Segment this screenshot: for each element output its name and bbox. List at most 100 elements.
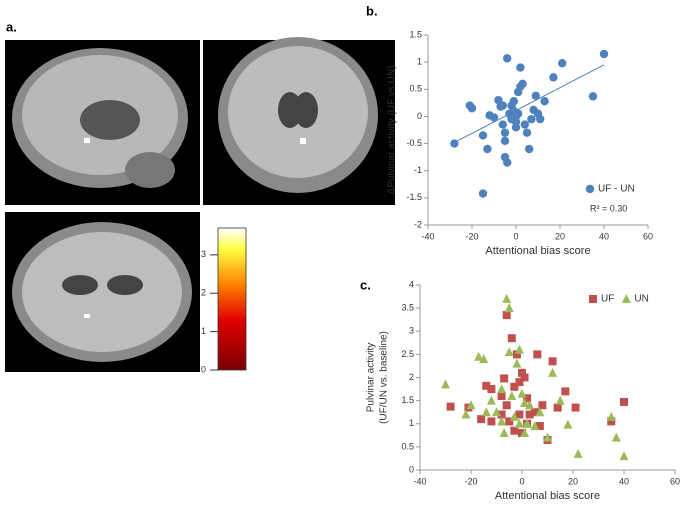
point <box>525 144 534 154</box>
point <box>500 136 510 146</box>
brain-axial <box>5 212 200 372</box>
annotation: R² = 0.30 <box>590 203 627 213</box>
point <box>548 357 557 366</box>
point <box>487 417 496 426</box>
point <box>525 400 535 410</box>
point <box>514 418 524 428</box>
point <box>533 350 542 359</box>
point <box>588 92 598 101</box>
point <box>446 402 455 411</box>
point <box>478 131 488 140</box>
point <box>517 388 527 398</box>
x-tick-label: 20 <box>568 476 578 486</box>
y-tick-label: -1.5 <box>406 192 422 202</box>
point <box>482 381 491 390</box>
point <box>467 104 477 113</box>
x-tick-label: -20 <box>465 231 478 241</box>
point <box>620 398 628 407</box>
point <box>486 395 496 405</box>
point <box>500 374 509 383</box>
point <box>619 451 629 461</box>
y-tick-label: 3 <box>409 326 414 336</box>
point <box>461 409 471 419</box>
y-tick-label: 2 <box>409 372 414 382</box>
point <box>504 303 514 313</box>
legend-label: UF <box>601 294 614 305</box>
colorbar <box>217 227 247 371</box>
point <box>450 139 459 148</box>
x-tick-label: -40 <box>413 476 426 486</box>
brain-coronal <box>203 37 395 205</box>
point <box>518 368 526 377</box>
point <box>466 400 476 410</box>
legend-marker <box>589 295 597 303</box>
point <box>477 415 486 424</box>
panel-label: b. <box>366 3 378 18</box>
brain-sagittal <box>5 40 200 205</box>
point <box>516 63 525 72</box>
point <box>502 293 512 303</box>
point <box>530 421 540 431</box>
point <box>505 417 514 426</box>
point <box>512 350 521 359</box>
point <box>555 395 565 405</box>
y-tick-label: 4 <box>409 279 414 289</box>
y-tick-label: 0 <box>409 464 414 474</box>
y-tick-label: -0.5 <box>406 138 422 148</box>
point <box>607 417 616 426</box>
y-tick-label: 0.5 <box>401 441 414 451</box>
point <box>478 189 488 198</box>
point <box>606 411 616 421</box>
point <box>504 347 514 357</box>
y-tick-label: 1 <box>417 57 422 67</box>
point <box>509 411 519 421</box>
point <box>502 311 511 320</box>
point <box>538 401 547 410</box>
point <box>510 382 519 391</box>
point <box>479 354 489 363</box>
point <box>489 113 499 122</box>
point <box>500 128 510 137</box>
point <box>611 432 621 442</box>
point <box>509 97 518 106</box>
point <box>507 334 516 343</box>
y-axis-label: (UF/UN vs. baseline) <box>379 331 390 424</box>
point <box>481 407 491 417</box>
point <box>497 416 507 426</box>
legend-label: UF - UN <box>598 184 635 195</box>
x-tick-label: 40 <box>599 231 609 241</box>
y-tick-label: 0 <box>417 111 422 121</box>
legend-label: UN <box>634 294 648 305</box>
x-tick-label: 0 <box>519 476 524 486</box>
legend-marker <box>585 184 595 194</box>
point <box>536 114 545 124</box>
panel-label: a. <box>6 19 17 34</box>
point <box>527 114 536 124</box>
x-tick-label: 40 <box>619 476 629 486</box>
point <box>558 59 567 68</box>
point <box>571 403 580 412</box>
point <box>522 128 532 137</box>
point <box>511 123 521 132</box>
point <box>535 422 544 431</box>
point <box>561 387 570 396</box>
point <box>492 407 501 417</box>
point <box>503 54 512 63</box>
point <box>502 401 511 410</box>
point <box>520 428 530 437</box>
point <box>503 158 512 167</box>
colorbar-tick-label: 2 <box>201 288 206 298</box>
point <box>510 426 519 435</box>
x-tick-label: 0 <box>513 231 518 241</box>
trendline <box>454 64 605 143</box>
colorbar-tick-label: 1 <box>201 326 206 336</box>
point <box>553 403 562 412</box>
point <box>540 97 549 106</box>
point <box>515 410 524 419</box>
point <box>518 429 526 437</box>
colorbar-tick-label: 0 <box>201 364 206 374</box>
point <box>549 73 558 82</box>
point <box>543 432 552 442</box>
